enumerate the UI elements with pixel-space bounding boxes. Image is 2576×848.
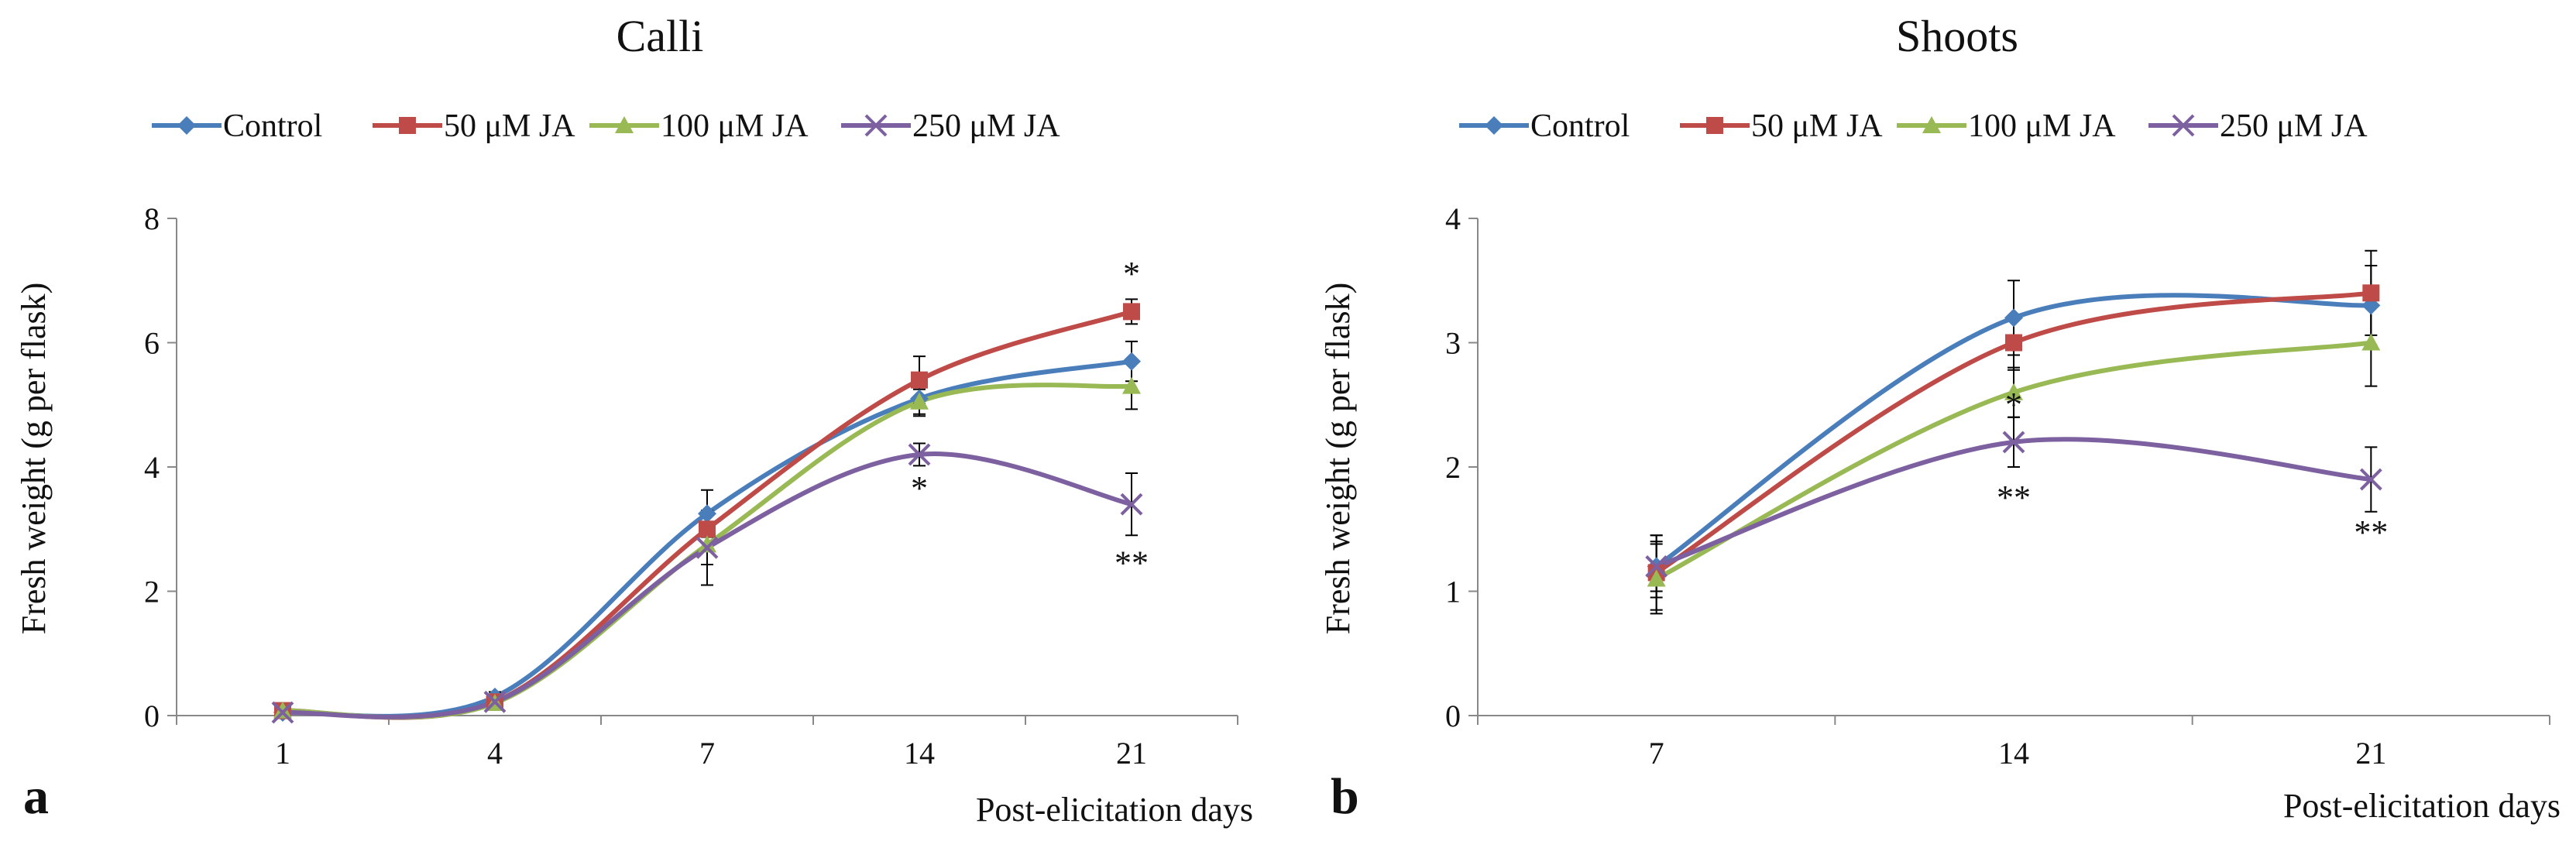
shoots-x-tick-label: 21 [2355, 736, 2386, 771]
shoots-significance-marker: * [2005, 386, 2022, 424]
shoots-data-point-control [2004, 308, 2023, 328]
shoots-y-tick-label: 3 [1445, 326, 1461, 361]
calli-significance-marker: ** [1115, 544, 1149, 582]
legend-item-ja100: 100 μM JA [589, 108, 809, 144]
legend-label-ja50: 50 μM JA [1751, 108, 1883, 144]
shoots-data-point-ja100 [2004, 383, 2023, 400]
legend-item-ja50: 50 μM JA [1680, 108, 1883, 144]
calli-title: Calli [617, 11, 704, 61]
shoots-data-point-ja100 [2361, 333, 2381, 351]
shoots-significance-marker: ** [1997, 479, 2031, 517]
calli-y-axis-label: Fresh weight (g per flask) [15, 283, 53, 635]
legend-item-control: Control [1459, 108, 1630, 144]
calli-y-tick-label: 2 [144, 575, 160, 609]
shoots-y-tick-label: 2 [1445, 450, 1461, 485]
calli-data-point-ja100 [1122, 376, 1141, 394]
calli-y-tick-label: 8 [144, 201, 160, 236]
calli-data-point-control [1122, 352, 1141, 371]
shoots-data-point-ja250 [2359, 468, 2382, 491]
calli-data-point-ja50 [699, 520, 716, 538]
calli-data-point-ja50 [911, 371, 928, 389]
legend-label-ja50: 50 μM JA [444, 108, 575, 144]
shoots-x-tick-label: 14 [1998, 736, 2029, 771]
shoots-y-axis-label: Fresh weight (g per flask) [1319, 283, 1357, 635]
shoots-data-point-ja50 [2362, 284, 2380, 302]
legend-item-ja100: 100 μM JA [1897, 108, 2116, 144]
legend-item-control: Control [152, 108, 322, 144]
shoots-significance-marker: ** [2354, 513, 2388, 551]
calli-y-tick-label: 6 [144, 326, 160, 361]
calli-significance-marker: * [1123, 255, 1140, 293]
panel-label-a: a [23, 768, 49, 825]
calli-data-point-ja100 [910, 392, 929, 410]
legend-label-ja250: 250 μM JA [912, 108, 1060, 144]
calli-x-tick-label: 1 [275, 736, 290, 771]
calli-x-tick-label: 21 [1116, 736, 1147, 771]
calli-y-tick-label: 4 [144, 450, 160, 485]
legend-label-ja100: 100 μM JA [1968, 108, 2116, 144]
legend-marker-control [177, 116, 196, 135]
calli-data-point-ja250 [271, 701, 294, 724]
legend-label-ja100: 100 μM JA [661, 108, 809, 144]
calli-significance-marker: * [911, 469, 928, 507]
shoots-panel: Shoots Control 50 μM JA 100 μM JA 250 μM JA… [1319, 11, 2561, 825]
calli-x-tick-label: 4 [487, 736, 503, 771]
shoots-y-tick-label: 4 [1445, 201, 1461, 236]
calli-data-point-ja250 [1120, 493, 1143, 516]
legend-marker-ja250 [2172, 114, 2195, 137]
shoots-data-point-ja250 [1645, 554, 1668, 578]
legend-marker-ja50 [1706, 117, 1723, 134]
legend-item-ja50: 50 μM JA [373, 108, 575, 144]
calli-data-point-ja50 [1123, 303, 1140, 321]
calli-data-point-ja250 [908, 443, 931, 466]
legend-item-ja250: 250 μM JA [841, 108, 1060, 144]
calli-y-tick-label: 0 [144, 699, 160, 733]
legend-marker-ja50 [399, 117, 416, 134]
calli-x-tick-label: 7 [699, 736, 715, 771]
shoots-y-tick-label: 1 [1445, 575, 1461, 609]
shoots-x-axis-label: Post-elicitation days [2283, 787, 2561, 825]
shoots-title: Shoots [1896, 11, 2018, 61]
shoots-y-tick-label: 0 [1445, 699, 1461, 733]
shoots-x-tick-label: 7 [1649, 736, 1664, 771]
shoots-legend: Control 50 μM JA 100 μM JA 250 μM JA [1459, 108, 2368, 144]
legend-label-control: Control [223, 108, 322, 144]
panel-label-b: b [1331, 768, 1359, 825]
calli-data-point-control [698, 504, 716, 524]
calli-panel: Calli Control 50 μM JA 100 μM JA 250 μM JA … [15, 11, 1253, 829]
calli-data-point-ja250 [483, 690, 507, 713]
calli-x-axis-label: Post-elicitation days [976, 791, 1253, 829]
shoots-data-point-ja100 [1647, 569, 1666, 587]
calli-data-point-ja250 [696, 536, 719, 559]
legend-label-control: Control [1530, 108, 1630, 144]
legend-marker-ja100 [1922, 116, 1941, 133]
legend-marker-control [1485, 116, 1503, 135]
calli-legend: Control 50 μM JA 100 μM JA 250 μM JA [152, 108, 1060, 144]
calli-data-point-ja100 [273, 701, 292, 719]
legend-label-ja250: 250 μM JA [2220, 108, 2368, 144]
legend-marker-ja250 [864, 114, 888, 137]
legend-marker-ja100 [615, 116, 634, 133]
legend-item-ja250: 250 μM JA [2148, 108, 2368, 144]
calli-data-point-ja100 [698, 535, 716, 553]
shoots-data-point-ja250 [2002, 431, 2025, 454]
shoots-data-point-ja50 [2005, 334, 2022, 352]
calli-x-tick-label: 14 [904, 736, 935, 771]
